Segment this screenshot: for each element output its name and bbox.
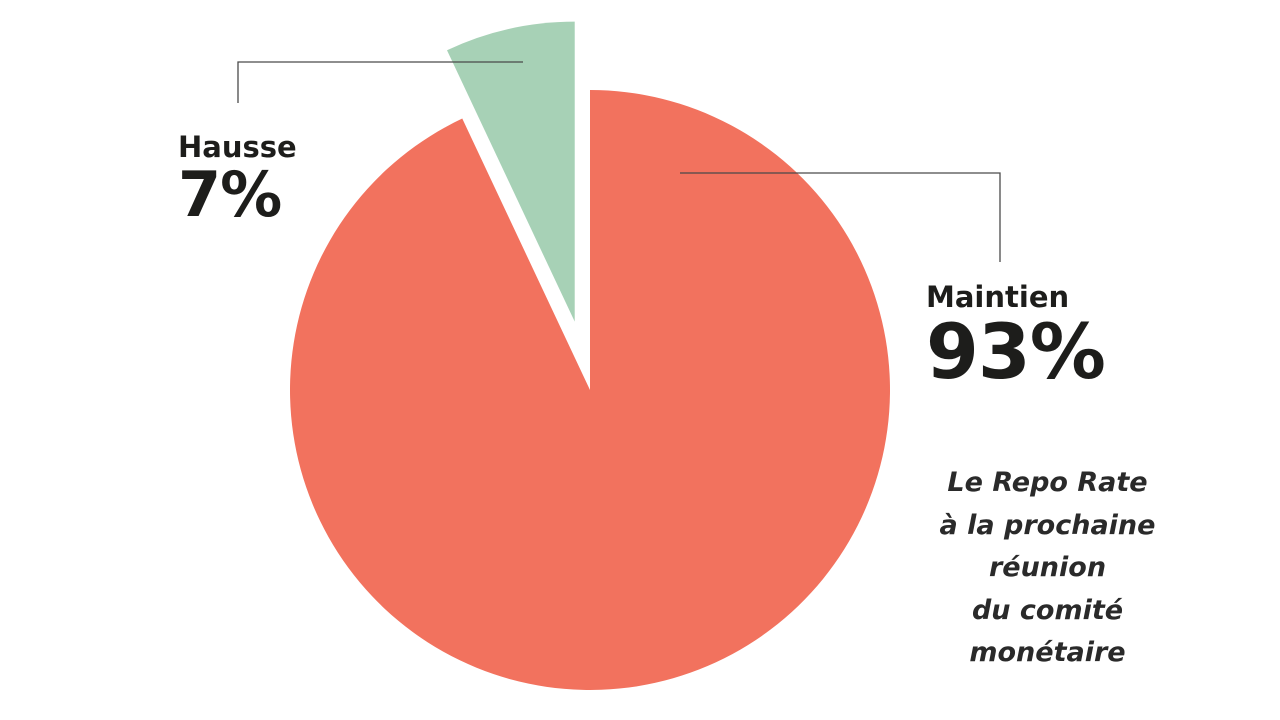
- slice-name: Hausse: [178, 130, 297, 164]
- slice-value: 93%: [926, 307, 1106, 396]
- annotation-line: Le Repo Rate: [947, 467, 1148, 498]
- annotation-line: à la prochaine: [939, 509, 1156, 541]
- slice-label-hausse: Hausse 7%: [178, 133, 297, 226]
- annotation-line: monétaire: [969, 637, 1126, 668]
- chart-annotation: Le Repo Rate à la prochaine réunion du c…: [900, 462, 1195, 675]
- leader-line-maintien: [680, 172, 1001, 262]
- slice-label-maintien: Maintien 93%: [926, 280, 1106, 396]
- pie-slice-maintien: [289, 90, 890, 690]
- annotation-line: réunion: [988, 552, 1107, 583]
- slice-value: 7%: [178, 158, 282, 231]
- leader-line-hausse: [237, 61, 523, 103]
- slice-name: Maintien: [926, 280, 1070, 314]
- pie-slice-hausse: [446, 21, 575, 322]
- annotation-line: du comité: [971, 594, 1124, 626]
